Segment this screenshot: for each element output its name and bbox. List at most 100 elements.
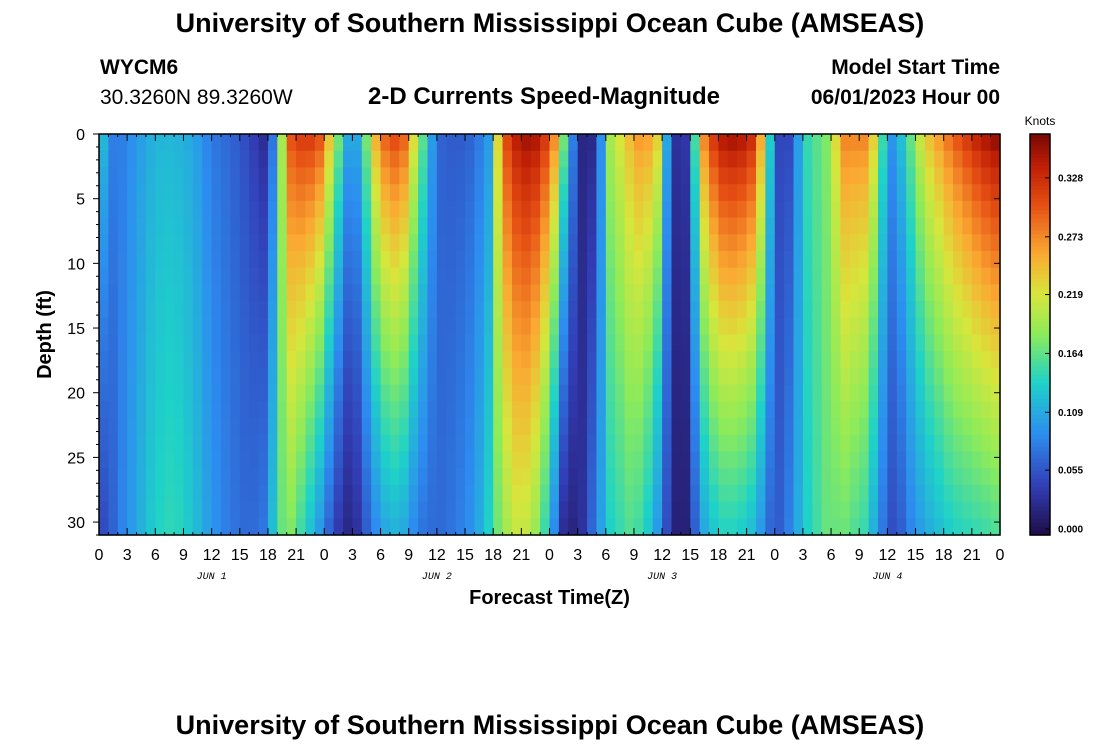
heatmap-cell <box>258 484 269 503</box>
heatmap-cell <box>971 184 982 202</box>
heatmap-cell <box>296 150 307 169</box>
heatmap-cell <box>615 184 626 202</box>
heatmap-cell <box>267 351 278 369</box>
colorbar-segment <box>1030 278 1050 283</box>
heatmap-cell <box>821 434 832 453</box>
heatmap-cell <box>427 518 438 536</box>
heatmap-cell <box>962 434 973 453</box>
heatmap-cell <box>859 184 870 202</box>
heatmap-cell <box>446 334 457 352</box>
heatmap-cell <box>521 334 532 352</box>
heatmap-cell <box>671 284 682 302</box>
heatmap-cell <box>990 150 1001 169</box>
heatmap-cell <box>296 418 307 436</box>
heatmap-cell <box>840 351 851 369</box>
heatmap-cell <box>934 484 945 503</box>
heatmap-cell <box>821 167 832 185</box>
heatmap-cell <box>990 317 1001 336</box>
heatmap-cell <box>859 384 870 402</box>
heatmap-cell <box>840 250 851 269</box>
heatmap-cell <box>296 284 307 302</box>
heatmap-cell <box>831 150 842 169</box>
heatmap-cell <box>455 134 466 152</box>
heatmap-cell <box>211 184 222 202</box>
heatmap-cell <box>343 284 354 302</box>
heatmap-cell <box>277 317 288 336</box>
heatmap-cell <box>633 501 644 519</box>
heatmap-cell <box>371 250 382 269</box>
colorbar-segment <box>1030 250 1050 255</box>
heatmap-cell <box>699 150 710 169</box>
heatmap-cell <box>521 284 532 302</box>
heatmap-cell <box>737 334 748 352</box>
heatmap-cell <box>755 200 766 219</box>
heatmap-cell <box>174 167 185 185</box>
heatmap-cell <box>953 468 964 486</box>
heatmap-cell <box>164 250 175 269</box>
heatmap-cell <box>840 150 851 169</box>
heatmap-cell <box>633 184 644 202</box>
heatmap-cell <box>540 334 551 352</box>
heatmap-cell <box>587 334 598 352</box>
heatmap-cell <box>784 317 795 336</box>
heatmap-cell <box>633 434 644 453</box>
heatmap-cell <box>568 134 579 152</box>
heatmap-cell <box>849 351 860 369</box>
heatmap-cell <box>305 284 316 302</box>
heatmap-cell <box>239 184 250 202</box>
heatmap-cell <box>849 234 860 252</box>
colorbar-segment <box>1030 226 1050 231</box>
heatmap-cell <box>915 334 926 352</box>
heatmap-cell <box>230 167 241 185</box>
heatmap-cell <box>718 434 729 453</box>
heatmap-cell <box>530 134 541 152</box>
heatmap-cell <box>465 451 476 469</box>
heatmap-cell <box>906 434 917 453</box>
heatmap-cell <box>333 434 344 453</box>
heatmap-cell <box>568 250 579 269</box>
heatmap-cell <box>821 134 832 152</box>
heatmap-cell <box>859 267 870 285</box>
heatmap-cell <box>774 217 785 235</box>
heatmap-cell <box>249 367 260 386</box>
heatmap-cell <box>174 317 185 336</box>
heatmap-cell <box>934 200 945 219</box>
heatmap-cell <box>943 334 954 352</box>
heatmap-cell <box>155 317 166 336</box>
heatmap-cell <box>286 401 297 419</box>
heatmap-cell <box>380 317 391 336</box>
heatmap-cell <box>887 501 898 519</box>
heatmap-cell <box>737 401 748 419</box>
x-tick-label: 6 <box>827 547 836 564</box>
heatmap-cell <box>934 351 945 369</box>
heatmap-cell <box>399 134 410 152</box>
heatmap-cell <box>971 401 982 419</box>
heatmap-cell <box>361 200 372 219</box>
heatmap-cell <box>802 150 813 169</box>
heatmap-cell <box>587 501 598 519</box>
heatmap-cell <box>145 200 156 219</box>
heatmap-cell <box>511 351 522 369</box>
heatmap-cell <box>371 418 382 436</box>
heatmap-cell <box>117 217 128 235</box>
heatmap-cell <box>521 317 532 336</box>
heatmap-cell <box>812 367 823 386</box>
heatmap-cell <box>990 401 1001 419</box>
heatmap-cell <box>633 484 644 503</box>
heatmap-cell <box>727 134 738 152</box>
heatmap-cell <box>483 200 494 219</box>
heatmap-cell <box>971 451 982 469</box>
heatmap-cell <box>596 351 607 369</box>
heatmap-cell <box>343 184 354 202</box>
heatmap-cell <box>521 518 532 536</box>
heatmap-cell <box>755 184 766 202</box>
heatmap-cell <box>615 267 626 285</box>
heatmap-cell <box>493 401 504 419</box>
heatmap-cell <box>493 518 504 536</box>
heatmap-cell <box>380 200 391 219</box>
heatmap-cell <box>239 418 250 436</box>
heatmap-cell <box>990 234 1001 252</box>
heatmap-cell <box>868 501 879 519</box>
heatmap-cell <box>868 384 879 402</box>
heatmap-cell <box>877 267 888 285</box>
